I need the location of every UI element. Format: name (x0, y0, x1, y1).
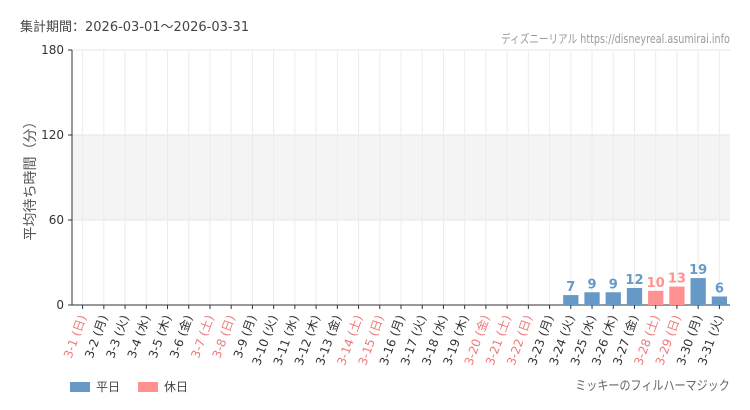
attraction-name: ミッキーのフィルハーマジック (575, 379, 730, 394)
legend-swatch (138, 381, 159, 392)
data-label: 7 (566, 280, 575, 295)
data-label: 10 (647, 276, 665, 291)
bar (626, 288, 643, 305)
period-label: 集計期間：2026-03-01〜2026-03-31 (20, 20, 250, 35)
bar (669, 286, 685, 305)
bar (605, 292, 621, 305)
data-label: 13 (668, 272, 686, 287)
y-tick-label: 0 (56, 298, 64, 312)
bar (648, 290, 664, 305)
data-label: 6 (715, 282, 724, 297)
y-tick-label: 180 (41, 43, 64, 57)
bar (690, 278, 706, 305)
legend-holiday: 休日 (138, 378, 188, 395)
data-label: 12 (625, 273, 643, 288)
site-credit: ディズニーリアル https://disneyreal.asumirai.inf… (501, 32, 730, 46)
legend-label: 平日 (96, 380, 121, 394)
y-tick-label: 60 (49, 213, 64, 227)
legend-weekday: 平日 (70, 378, 120, 395)
data-label: 9 (588, 277, 597, 292)
data-label: 9 (609, 277, 618, 292)
bar (711, 296, 728, 305)
legend-swatch (70, 381, 90, 392)
legend-label: 休日 (164, 380, 189, 394)
bar (563, 295, 579, 305)
legend: 平日 休日 (70, 378, 188, 395)
data-label: 19 (689, 263, 707, 278)
bar (584, 292, 600, 305)
y-tick-label: 120 (41, 128, 64, 142)
y-axis-label: 平均待ち時間（分） (23, 115, 39, 241)
